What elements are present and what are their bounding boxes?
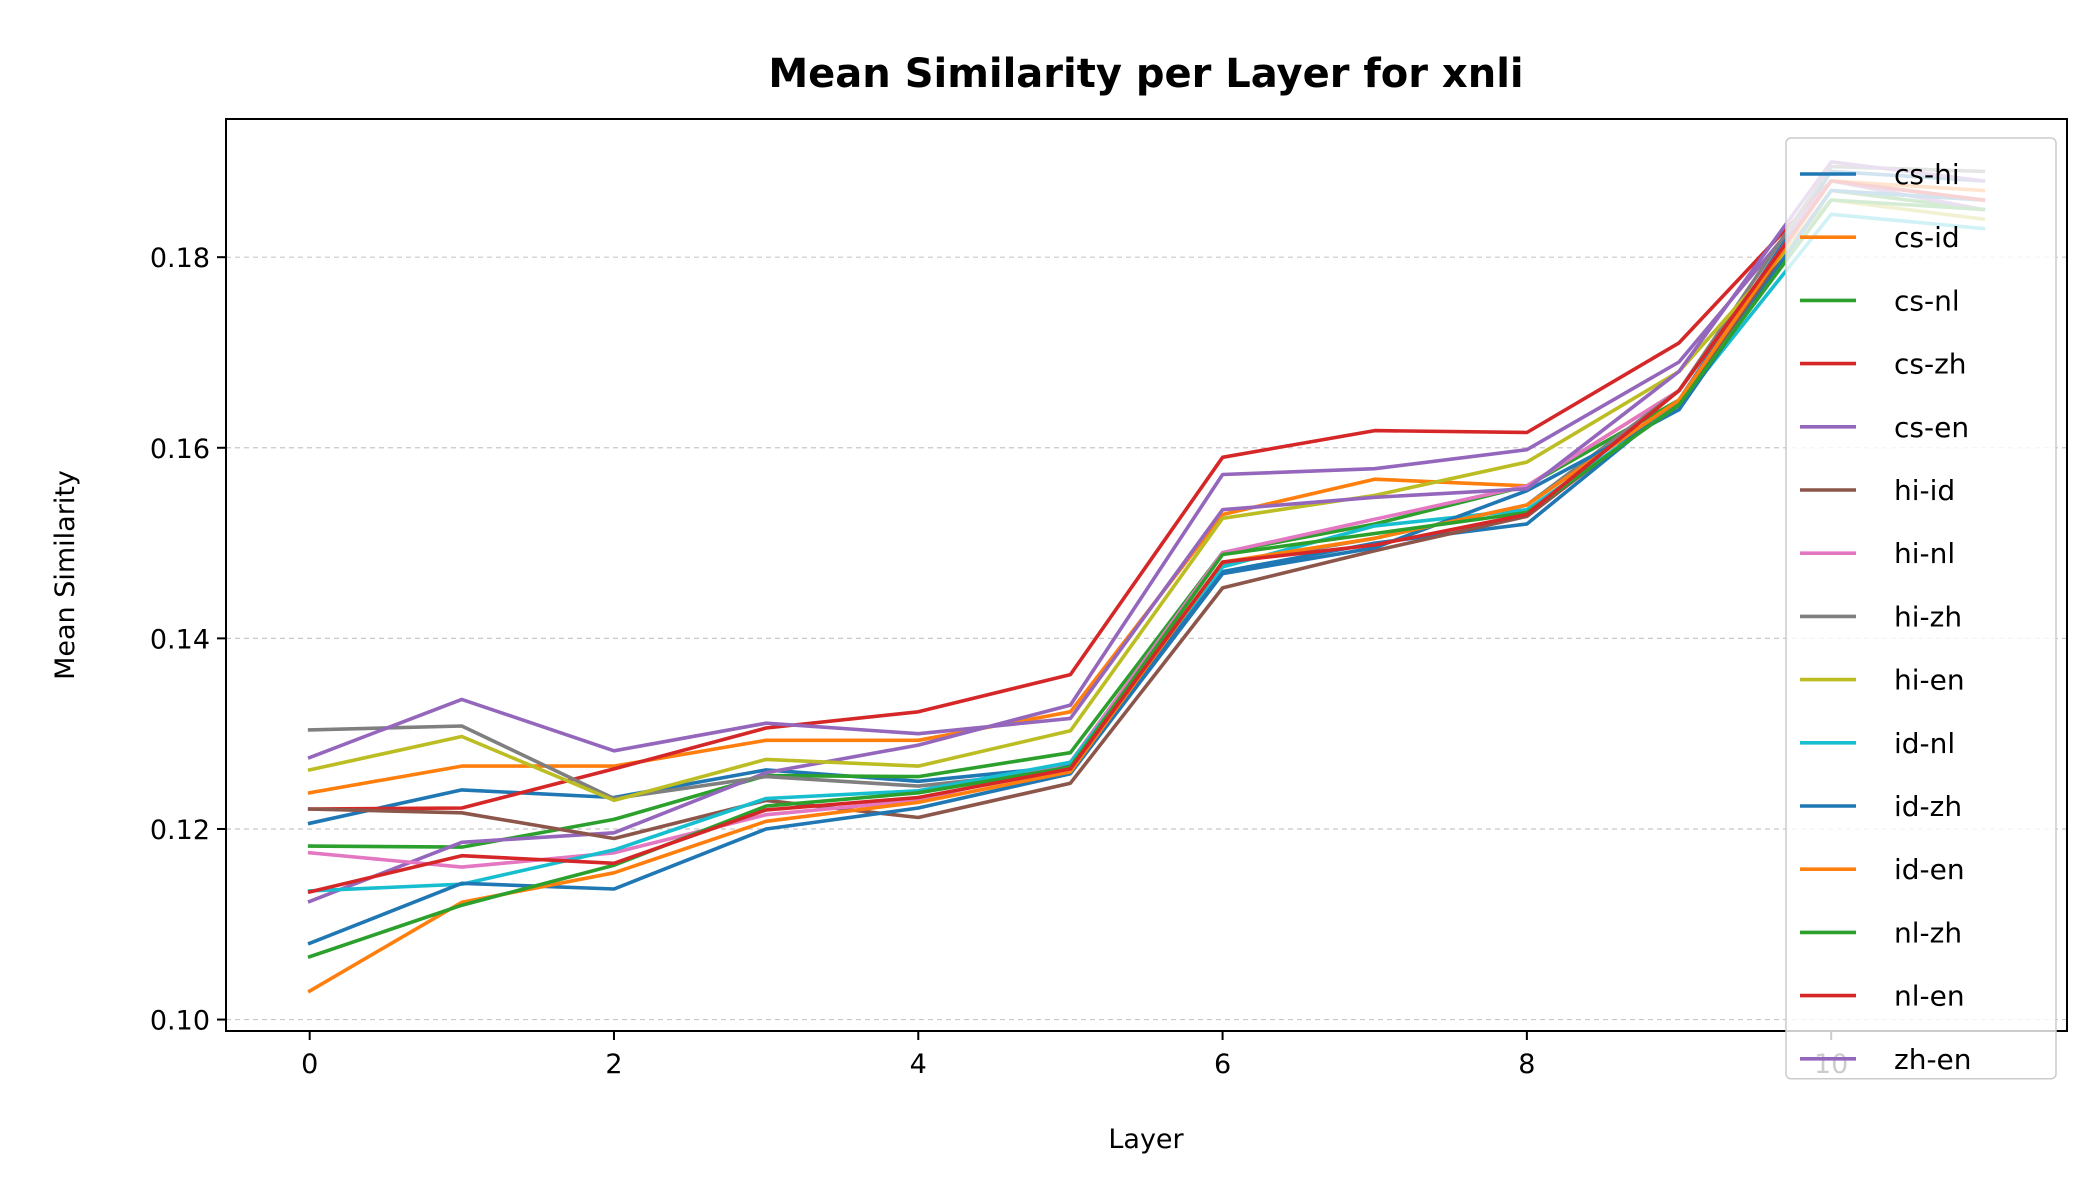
series-lines <box>307 160 1986 994</box>
legend-label-zh-en: zh-en <box>1894 1043 1972 1076</box>
legend-label-cs-zh: cs-zh <box>1894 348 1967 381</box>
chart-title: Mean Similarity per Layer for xnli <box>768 51 1523 97</box>
y-tick-label: 0.18 <box>150 243 210 274</box>
legend-label-cs-id: cs-id <box>1894 221 1960 254</box>
legend-label-hi-en: hi-en <box>1894 664 1965 697</box>
y-tick-label: 0.12 <box>150 815 210 846</box>
x-tick-label: 0 <box>301 1049 318 1080</box>
y-axis-label: Mean Similarity <box>50 470 81 680</box>
x-axis-label: Layer <box>1108 1124 1184 1155</box>
x-tick-label: 6 <box>1214 1049 1231 1080</box>
series-line-cs-zh <box>307 179 1986 811</box>
y-tick-label: 0.10 <box>150 1006 210 1037</box>
legend-label-hi-id: hi-id <box>1894 474 1955 507</box>
legend-label-cs-nl: cs-nl <box>1894 284 1960 317</box>
legend-box <box>1785 137 2057 1080</box>
series-line-hi-en <box>307 198 1986 803</box>
y-tick-label: 0.14 <box>150 624 210 655</box>
y-tick-label: 0.16 <box>150 434 210 465</box>
legend-label-hi-zh: hi-zh <box>1894 600 1962 633</box>
legend-label-id-en: id-en <box>1894 853 1965 886</box>
x-tick-label: 8 <box>1518 1049 1535 1080</box>
legend-label-nl-en: nl-en <box>1894 980 1965 1013</box>
legend-label-cs-en: cs-en <box>1894 411 1969 444</box>
legend: cs-hi cs-id cs-nl cs-zh cs-en hi-id hi-nl hi-zh… <box>1785 137 2057 1080</box>
legend-label-cs-hi: cs-hi <box>1894 158 1960 191</box>
grid <box>226 256 2067 1021</box>
legend-label-hi-nl: hi-nl <box>1894 537 1955 570</box>
x-tick-label: 2 <box>605 1049 622 1080</box>
legend-label-id-zh: id-zh <box>1894 790 1962 823</box>
legend-label-id-nl: id-nl <box>1894 727 1955 760</box>
x-tick-label: 4 <box>910 1049 927 1080</box>
y-axis-ticks: 0.10 0.12 0.14 0.16 0.18 <box>150 243 226 1037</box>
series-line-nl-en <box>307 179 1986 895</box>
legend-label-nl-zh: nl-zh <box>1894 916 1962 949</box>
series-line-zh-en <box>307 160 1986 760</box>
plot-frame <box>225 118 2068 1032</box>
series-line-nl-zh <box>307 198 1986 959</box>
